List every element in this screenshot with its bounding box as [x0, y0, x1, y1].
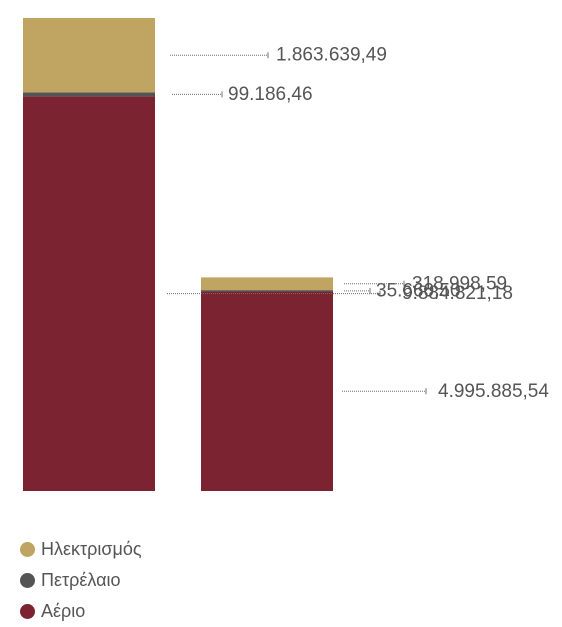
- legend-label-electricity: Ηλεκτρισμός: [41, 539, 142, 559]
- data-label-2-gas: 4.995.885,54: [438, 381, 549, 402]
- stacked-bar-chart: 9.884.821,18 99.186,46 1.863.639,49 4.995.8…: [23, 18, 549, 491]
- bar-1-oil: [23, 92, 155, 97]
- bar-2-oil: [201, 290, 333, 292]
- data-label-2-oil: 35.660,50: [376, 280, 461, 301]
- data-label-1-electricity: 1.863.639,49: [276, 45, 387, 66]
- legend-swatch-electricity: [20, 542, 35, 557]
- legend-item-oil: Πετρέλαιο: [20, 565, 320, 596]
- legend-item-gas: Αέριο: [20, 596, 320, 627]
- bar-2-electricity: [201, 277, 333, 291]
- legend-label-gas: Αέριο: [41, 601, 86, 621]
- legend-item-electricity: Ηλεκτρισμός: [20, 534, 320, 565]
- bar-1-gas: [23, 96, 155, 491]
- bar-2-gas: [201, 291, 333, 491]
- data-label-1-gas: 9.884.821,18: [402, 283, 513, 304]
- data-label-2-electricity: 318.998,59: [412, 273, 507, 294]
- bar-1-electricity: [23, 18, 155, 93]
- data-labels-layer: 9.884.821,18 99.186,46 1.863.639,49 4.995.8…: [167, 45, 549, 402]
- legend-label-oil: Πετρέλαιο: [41, 570, 121, 590]
- legend-swatch-oil: [20, 573, 35, 588]
- legend-swatch-gas: [20, 604, 35, 619]
- bars-layer: [23, 18, 333, 491]
- data-label-1-oil: 99.186,46: [228, 84, 313, 105]
- legend: Ηλεκτρισμός Πετρέλαιο Αέριο: [20, 534, 320, 627]
